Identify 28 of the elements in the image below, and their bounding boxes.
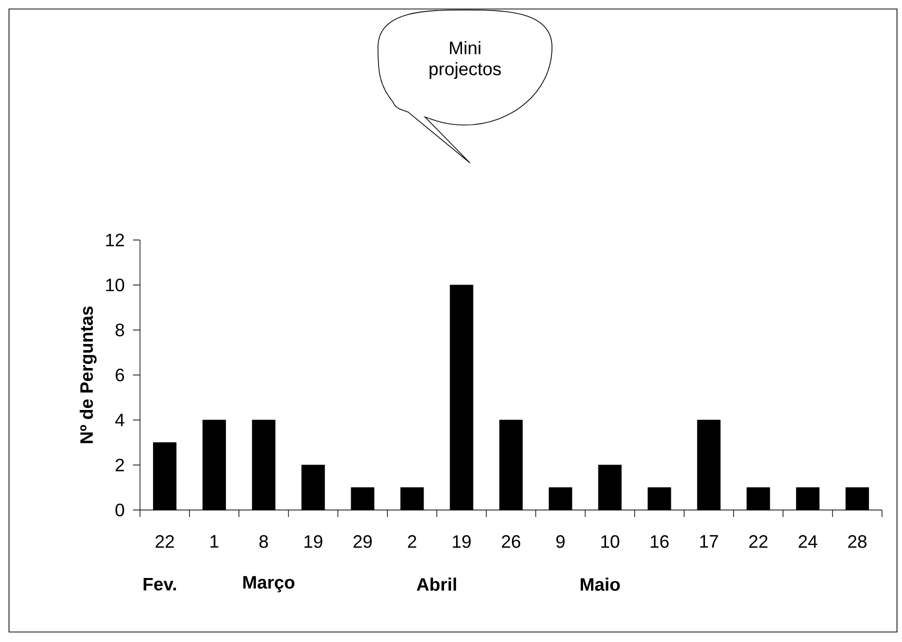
- y-axis-title: Nº de Perguntas: [80, 306, 97, 444]
- x-tick-label: 24: [798, 535, 818, 548]
- x-tick-label: 8: [259, 535, 268, 548]
- y-tick-label: 2: [116, 458, 124, 472]
- x-tick-label: 22: [156, 535, 174, 548]
- y-tick-label: 10: [106, 278, 124, 292]
- text: Março: [243, 576, 294, 592]
- x-tick-label: 9: [556, 535, 565, 548]
- x-tick-label: 19: [452, 535, 471, 548]
- text: Fev.: [144, 578, 176, 591]
- x-tick-label: 17: [700, 535, 718, 548]
- x-tick-label: 19: [304, 535, 322, 548]
- y-tick-label: 8: [116, 324, 124, 336]
- x-tick-label: 22: [749, 535, 768, 548]
- x-tick-label: 26: [502, 535, 520, 548]
- x-tick-label: 28: [848, 535, 866, 548]
- text: Abril: [416, 578, 456, 591]
- x-tick-label: 1: [210, 535, 218, 548]
- x-tick-label: 16: [650, 535, 669, 548]
- y-tick-label: 6: [116, 368, 124, 382]
- x-tick-label: 2: [408, 535, 416, 548]
- text: Mini projectos: [430, 41, 501, 79]
- y-tick-label: 0: [116, 504, 124, 516]
- text: Maio: [580, 578, 620, 591]
- x-tick-label: 10: [601, 535, 620, 548]
- x-tick-label: 29: [354, 535, 372, 548]
- y-tick-label: 4: [115, 414, 124, 426]
- y-tick-label: 12: [106, 234, 124, 246]
